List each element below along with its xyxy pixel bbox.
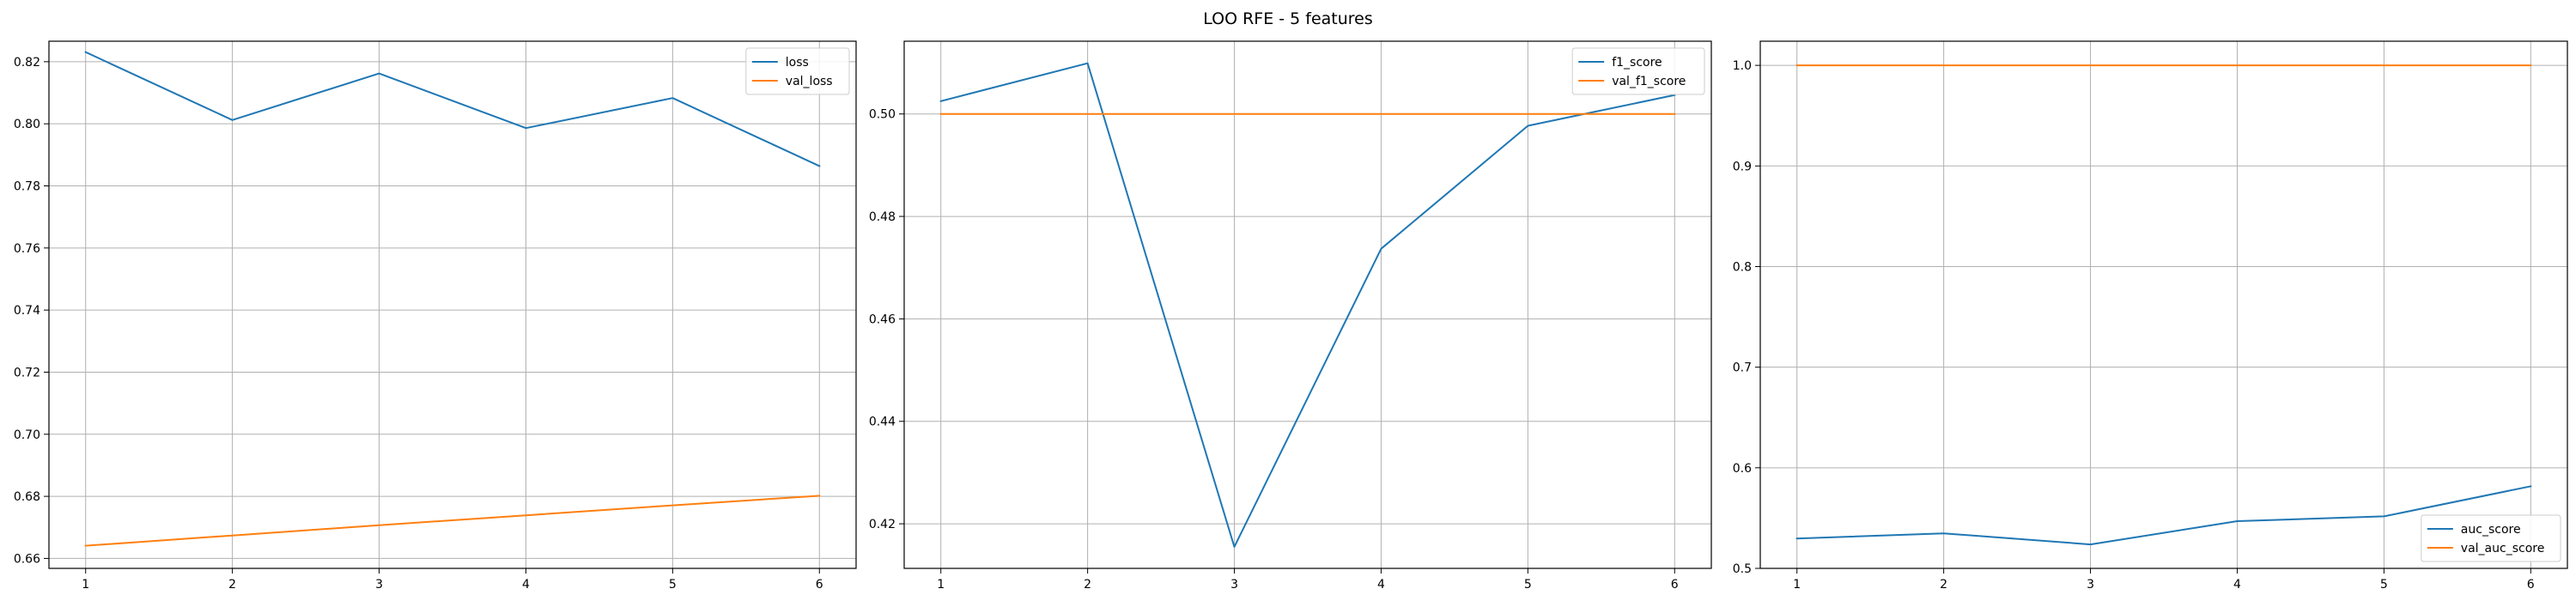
axes-frame (48, 40, 857, 569)
subplot-1: 1 2 3 4 5 6 0.66 0.68 0.70 0.72 0.74 0.76 0.78 0.80 0.… (14, 40, 857, 592)
x-tick-label: 2 (228, 578, 236, 592)
x-tick-label: 4 (1377, 578, 1385, 592)
x-tick-label: 1 (82, 578, 89, 592)
y-tick-label: 0.80 (14, 118, 40, 131)
axes-frame (1759, 40, 2568, 569)
legend: loss val_loss (745, 47, 850, 95)
y-tick-label: 0.72 (14, 366, 40, 379)
y-tick-label: 0.78 (14, 180, 40, 194)
x-tick-label: 1 (937, 578, 945, 592)
x-tick-label: 3 (1230, 578, 1238, 592)
x-tick-label: 3 (375, 578, 383, 592)
y-tick-label: 0.66 (14, 552, 40, 566)
legend-label-loss: loss (786, 56, 809, 70)
y-tick-label: 0.50 (869, 108, 896, 122)
y-tick-label: 0.76 (14, 242, 40, 256)
y-tick-label: 0.7 (1733, 361, 1752, 375)
y-tick-label: 1.0 (1733, 59, 1752, 73)
figure-title: LOO RFE - 5 features (1203, 9, 1373, 28)
axes-frame (903, 40, 1712, 569)
y-tick-label: 0.46 (869, 313, 896, 326)
legend-label-val-loss: val_loss (786, 75, 833, 88)
legend-label-f1-score: f1_score (1612, 56, 1662, 70)
series-line-f1-score (939, 62, 1676, 548)
y-tick-label: 0.68 (14, 490, 40, 504)
y-tick-label: 0.6 (1733, 462, 1752, 476)
legend-box (745, 47, 850, 95)
series-line-auc-score (1795, 485, 2532, 546)
subplot-2: 1 2 3 4 5 6 0.42 0.44 0.46 0.48 0.50 f1_score val_f1… (869, 40, 1712, 592)
legend-box (2421, 514, 2561, 562)
y-tick-label: 0.44 (869, 416, 896, 429)
subplot-panels: 1 2 3 4 5 60.660.680.700.720.740.760.780.800.… (14, 40, 2568, 592)
y-tick-label: 0.74 (14, 304, 40, 318)
x-tick-label: 6 (816, 578, 823, 592)
y-tick-label: 0.48 (869, 210, 896, 224)
x-tick-label: 6 (2527, 578, 2535, 592)
legend-label-auc-score: auc_score (2461, 523, 2521, 537)
series-line-val-loss (84, 495, 821, 547)
x-tick-label: 5 (1524, 578, 1532, 592)
x-tick-label: 2 (1084, 578, 1091, 592)
legend-box (1571, 47, 1705, 95)
x-tick-label: 1 (1793, 578, 1801, 592)
y-tick-label: 0.42 (869, 518, 896, 531)
y-tick-label: 0.70 (14, 428, 40, 442)
series-line-loss (84, 51, 821, 167)
y-tick-label: 0.82 (14, 56, 40, 70)
x-tick-label: 2 (1940, 578, 1947, 592)
x-tick-label: 4 (522, 578, 530, 592)
x-tick-label: 6 (1671, 578, 1679, 592)
x-tick-label: 5 (2380, 578, 2388, 592)
x-tick-label: 5 (669, 578, 677, 592)
subplot-3: 1 2 3 4 5 6 0.5 0.6 0.7 0.8 0.9 1.0 auc_score val_auc… (1733, 40, 2568, 592)
y-tick-label: 0.5 (1733, 562, 1752, 576)
y-tick-label: 0.8 (1733, 260, 1752, 274)
legend-label-val-f1-score: val_f1_score (1612, 75, 1686, 88)
legend: auc_score val_auc_score (2421, 514, 2561, 562)
legend: f1_score val_f1_score (1571, 47, 1705, 95)
legend-label-val-auc-score: val_auc_score (2461, 542, 2545, 555)
x-tick-label: 4 (2233, 578, 2241, 592)
y-tick-label: 0.9 (1733, 160, 1752, 173)
x-tick-label: 3 (2087, 578, 2094, 592)
